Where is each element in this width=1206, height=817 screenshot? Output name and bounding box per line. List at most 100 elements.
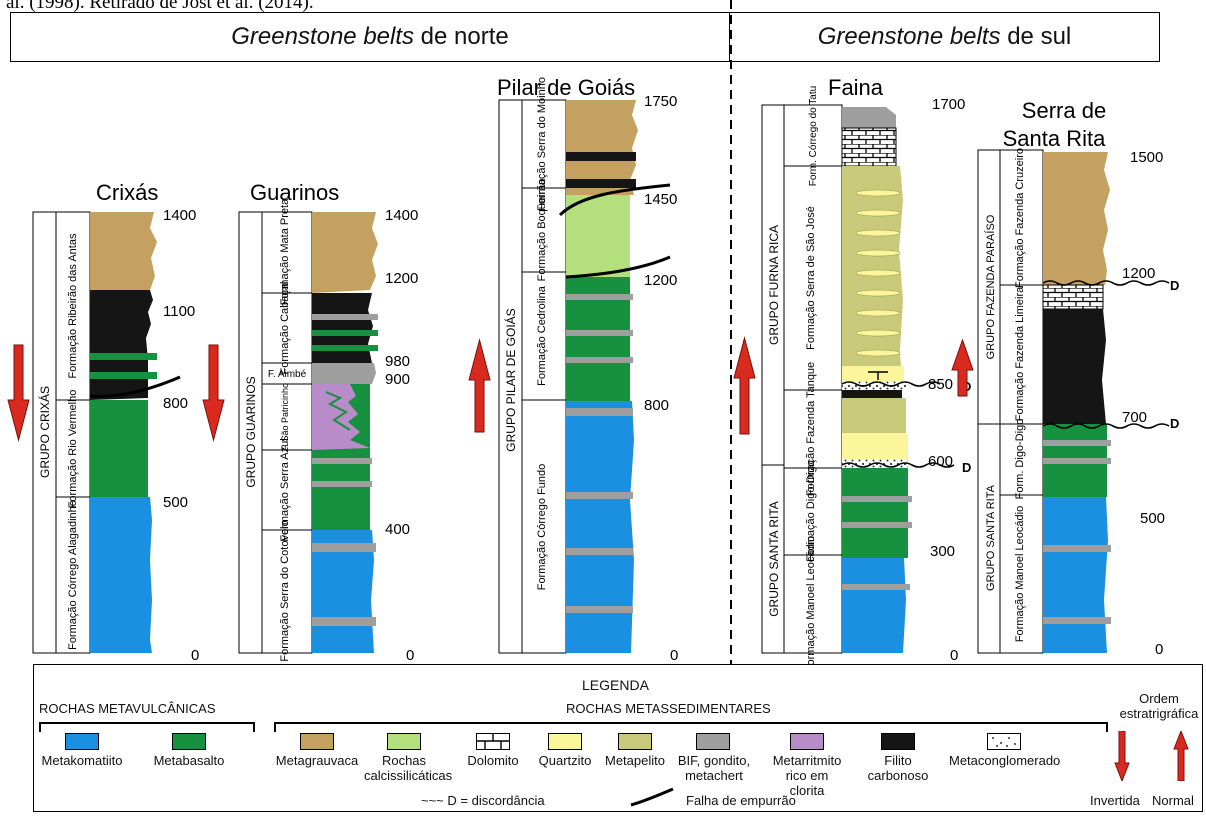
guarinos-age-2: 1200 [385,270,418,287]
pilar-age-2: 1450 [644,191,677,208]
pilar-age-5: 0 [670,647,678,664]
legend-label-dolomito: Dolomito [467,753,519,768]
legend-order-title: Ordem estratrigráfica [1119,691,1199,721]
faina-age-3: 600 [928,453,953,470]
legend-arrow-inverted [1114,731,1130,781]
faina-group-label-2: GRUPO SANTA RITA [767,501,781,617]
faina-formation-5: Formação Manoel Leocádio [805,536,817,665]
crixas-inverted-arrow [7,344,30,442]
santarita-age-1: 1500 [1130,149,1163,166]
swatch-metarritmito [790,733,824,750]
legend-fault-symbol [630,787,674,807]
faina-group-label-1: GRUPO FURNA RICA [767,225,781,345]
swatch-metaconglomerado [987,733,1021,750]
pilar-formation-2: Formação Boqueirão [536,179,548,282]
santarita-age-5: 0 [1155,641,1163,658]
legend-label-calcissilicaticas: Rochas calcissilicáticas [364,753,453,783]
crixas-age-3: 800 [163,395,188,412]
legend-order-inverted: Invertida [1090,793,1140,808]
header-north-rest: de norte [414,23,509,50]
legend-label-quartzito: Quartzito [538,753,592,768]
swatch-dolomito [476,733,510,750]
guarinos-formation-6: Formação Serra do Cotovelo [279,520,291,661]
swatch-metagrauvaca [300,733,334,750]
legend-label-filito: Filito carbonoso [867,753,929,783]
legend-title: LEGENDA [582,677,649,693]
santarita-group-label-2: GRUPO SANTA RITA [985,484,997,591]
crixas-age-2: 1100 [163,303,195,320]
santarita-unconformity-d1: D [1170,278,1179,293]
header-north: Greenstone belts de norte [10,12,730,62]
legend-sedimentary-title: ROCHAS METASSEDIMENTARES [566,701,771,716]
santarita-age-2: 1200 [1122,265,1155,282]
swatch-metapelito [618,733,652,750]
column-guarinos: Guarinos GRUPO GUARINOS Formação Mata Pr… [202,180,418,664]
swatch-metakomatiito [65,733,99,750]
swatch-calcissilicaticas [387,733,421,750]
santarita-formation-4: Formação Manoel Leocádio [1014,506,1026,642]
pilar-age-4: 800 [644,397,669,414]
santarita-formation-3: Form. Digo-Digo [1014,419,1026,500]
faina-age-1: 1700 [932,96,965,113]
faina-age-2: 850 [928,376,953,393]
guarinos-formation-4: F. São Patricinho [280,383,290,451]
santarita-title-line1: Serra de [1022,98,1106,123]
guarinos-formation-1: Formação Mata Preta [279,198,291,305]
faina-formation-2: Formação Serra de São José [805,206,817,350]
legend-box: LEGENDA ROCHAS METAVULCÂNICAS ROCHAS MET… [33,664,1203,812]
legend-label-metapelito: Metapelito [605,753,665,768]
swatch-quartzito [548,733,582,750]
santarita-formation-2: Formação Fazenda Limeira [1014,286,1026,421]
legend-label-metabasalto: Metabasalto [153,753,225,768]
guarinos-formation-3: F. Aimbé [268,369,307,380]
guarinos-title: Guarinos [250,180,339,205]
crixas-title: Crixás [96,180,158,205]
faina-age-4: 300 [930,543,955,560]
header-south-italic: Greenstone belts [817,23,1001,50]
header-south: Greenstone belts de sul [730,12,1160,62]
legend-label-metarritmito: Metarritmito rico em clorita [772,753,842,798]
crixas-formation-2: Formação Rio Vermelho [67,390,79,509]
pilar-group-label: GRUPO PILAR DE GOIÁS [503,308,518,451]
guarinos-age-6: 0 [406,647,414,664]
legend-volcanic-bracket [39,722,255,732]
guarinos-age-5: 400 [385,521,410,538]
faina-unconformity-d2: D [962,460,971,475]
santarita-group-label-1: GRUPO FAZENDA PARAÍSO [984,214,997,359]
pilar-formation-4: Formação Córrego Fundo [536,464,548,591]
faina-age-5: 0 [950,647,958,664]
pilar-age-3: 1200 [644,272,677,289]
column-crixas: Crixás GRUPO CRIXÁS Formação Ribeirão da… [7,180,199,664]
column-faina: Faina GRUPO FURNA RICA GRUPO SANTA RITA … [733,75,974,665]
column-pilar: Pilar de Goiás GRUPO PILAR DE GOIÁS Form… [468,75,678,664]
guarinos-age-3: 980 [385,353,410,370]
santarita-age-4: 500 [1140,510,1165,527]
santarita-age-3: 700 [1122,409,1147,426]
legend-fault: Falha de empurrão [686,793,796,808]
column-santarita: Serra de Santa Rita GRUPO FAZENDA PARAÍS… [977,98,1179,658]
pilar-formation-3: Formação Cedrolina [536,285,548,386]
header-south-rest: de sul [1000,23,1072,50]
crixas-age-5: 0 [191,647,199,664]
guarinos-group-label: GRUPO GUARINOS [244,376,258,487]
crixas-formation-1: Formação Ribeirão das Antas [67,233,79,378]
faina-formation-4: Formação Digo-Digo [805,460,817,561]
legend-label-metakomatiito: Metakomatiito [41,753,123,768]
legend-label-metaconglomerado: Metaconglomerado [949,753,1061,768]
pilar-title: Pilar de Goiás [497,75,635,100]
guarinos-formation-5: Formação Serra Azul [279,438,291,541]
guarinos-age-1: 1400 [385,207,418,224]
pilar-formation-1: Formação Serra do Moinho [536,77,548,211]
santarita-unconformity-d2: D [1170,416,1179,431]
pilar-normal-arrow [468,338,491,433]
santarita-title-line2: Santa Rita [1003,126,1106,151]
legend-unconformity: ~~~ D = discordância [421,793,545,808]
santarita-formation-1: Formação Fazenda Cruzeiro [1014,148,1026,288]
guarinos-inverted-arrow [202,344,225,442]
faina-normal-arrow-1 [733,336,756,435]
crixas-group-label: GRUPO CRIXÁS [37,386,52,478]
crixas-formation-3: Formação Córrego Alagadinho [67,500,79,650]
faina-normal-arrow-2 [951,338,974,397]
faina-title: Faina [828,75,884,100]
faina-formation-3: Formação Fazenda Tanque [805,362,817,496]
